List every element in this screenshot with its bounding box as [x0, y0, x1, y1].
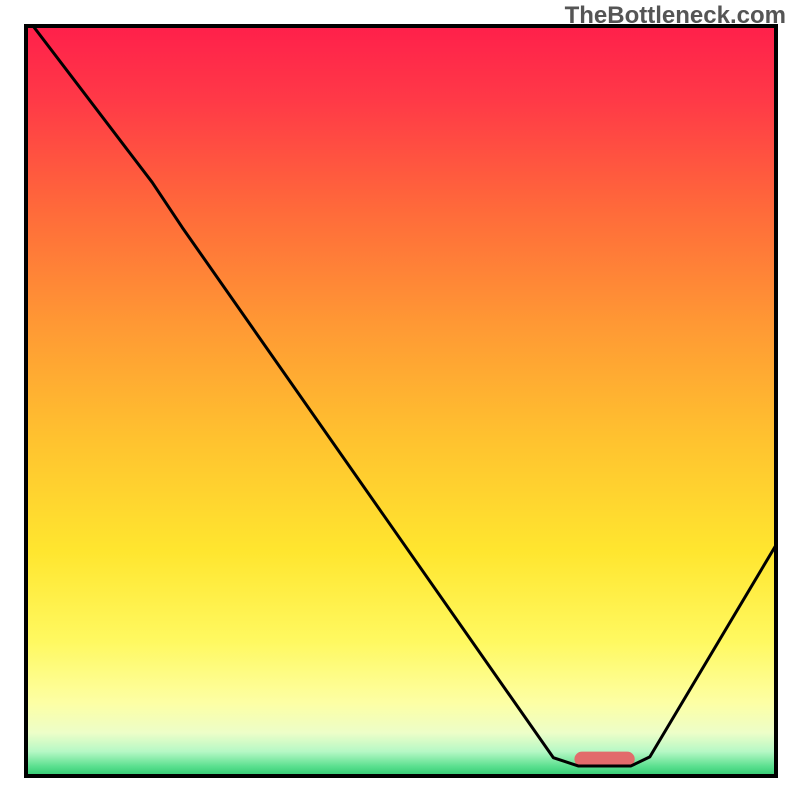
plot-svg [24, 24, 778, 778]
bottleneck-chart: TheBottleneck.com [0, 0, 800, 800]
plot-area [24, 24, 778, 778]
